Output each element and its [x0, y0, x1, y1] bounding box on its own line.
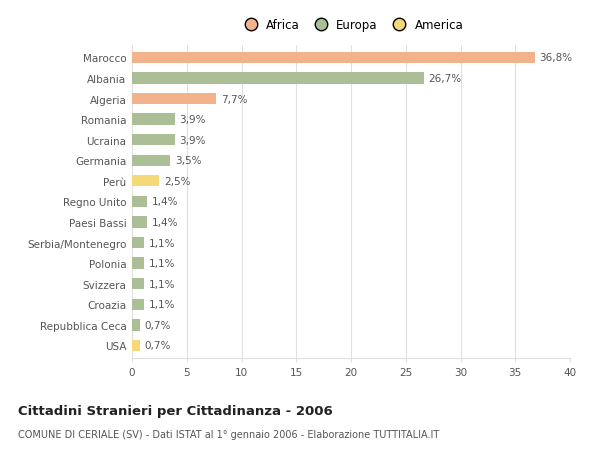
Bar	[132, 155, 170, 167]
Bar	[132, 114, 175, 125]
Text: 36,8%: 36,8%	[539, 53, 572, 63]
Bar	[132, 217, 148, 228]
Bar	[132, 73, 424, 84]
Bar	[132, 237, 144, 249]
Text: 3,5%: 3,5%	[175, 156, 201, 166]
Bar	[132, 94, 217, 105]
Text: 26,7%: 26,7%	[429, 74, 462, 84]
Text: 3,9%: 3,9%	[179, 135, 206, 146]
Text: 0,7%: 0,7%	[144, 341, 170, 351]
Text: 3,9%: 3,9%	[179, 115, 206, 125]
Text: 1,1%: 1,1%	[148, 258, 175, 269]
Bar	[132, 134, 175, 146]
Text: 0,7%: 0,7%	[144, 320, 170, 330]
Text: 1,4%: 1,4%	[152, 197, 178, 207]
Text: COMUNE DI CERIALE (SV) - Dati ISTAT al 1° gennaio 2006 - Elaborazione TUTTITALIA: COMUNE DI CERIALE (SV) - Dati ISTAT al 1…	[18, 429, 439, 439]
Bar	[132, 176, 160, 187]
Text: 1,1%: 1,1%	[148, 238, 175, 248]
Bar	[132, 196, 148, 207]
Text: 2,5%: 2,5%	[164, 176, 190, 186]
Legend: Africa, Europa, America: Africa, Europa, America	[234, 15, 468, 37]
Bar	[132, 279, 144, 290]
Bar	[132, 53, 535, 64]
Text: 7,7%: 7,7%	[221, 94, 247, 104]
Text: 1,1%: 1,1%	[148, 279, 175, 289]
Text: 1,1%: 1,1%	[148, 300, 175, 310]
Text: 1,4%: 1,4%	[152, 218, 178, 228]
Bar	[132, 299, 144, 310]
Bar	[132, 340, 140, 351]
Bar	[132, 319, 140, 331]
Bar	[132, 258, 144, 269]
Text: Cittadini Stranieri per Cittadinanza - 2006: Cittadini Stranieri per Cittadinanza - 2…	[18, 404, 333, 417]
